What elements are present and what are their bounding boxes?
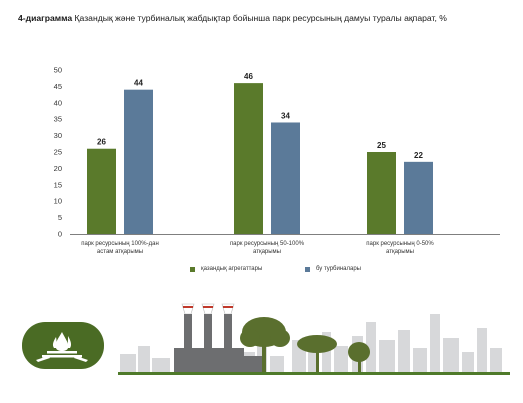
y-tick-label: 15 (54, 180, 62, 189)
chart-title-text: Қазандық және турбиналық жабдықтар бойын… (74, 13, 447, 23)
bar-chart: 0 5 10 15 20 25 30 35 40 45 50 26 44 парк ресурсының … (54, 66, 500, 255)
x-category-label: парк ресурсының 100%-дан (81, 241, 159, 247)
bar (404, 161, 433, 234)
y-tick-label: 45 (54, 82, 62, 91)
legend-item-turbines: бу турбиналары (305, 266, 361, 272)
footer-illustration (22, 303, 510, 375)
y-tick-label: 30 (54, 131, 62, 140)
legend-swatch-turbines (305, 266, 310, 272)
x-category-label: атқарымы (386, 249, 414, 255)
ground-strip (118, 372, 510, 375)
fire-badge-icon (22, 322, 104, 369)
x-category-label: атқарымы (253, 249, 281, 255)
y-tick-label: 0 (58, 230, 62, 239)
y-tick-label: 20 (54, 164, 62, 173)
factory-icon (174, 303, 262, 374)
y-tick-label: 5 (58, 213, 62, 222)
bar (87, 148, 116, 234)
bar-data-label: 22 (414, 151, 423, 160)
bar-data-label: 44 (134, 79, 143, 88)
y-tick-label: 25 (54, 148, 62, 157)
x-category-label: парк ресурсының 0-50% (366, 241, 434, 247)
y-tick-label: 35 (54, 115, 62, 124)
bar-data-label: 46 (244, 72, 253, 81)
bar (367, 152, 396, 234)
bar-data-label: 25 (377, 141, 386, 150)
chart-title: 4-диаграмма Қазандық және турбиналық жаб… (18, 13, 447, 23)
x-category-label: парк ресурсының 50-100% (230, 241, 305, 247)
tree-icon (240, 317, 370, 374)
bar (234, 83, 263, 235)
legend-swatch-boilers (190, 266, 195, 272)
bar-data-label: 34 (281, 111, 290, 120)
bar-data-label: 26 (97, 138, 106, 147)
x-category-label: астам атқарымы (97, 249, 143, 255)
legend-label-boilers: қазандық агрегаттары (201, 266, 263, 272)
legend-item-boilers: қазандық агрегаттары (190, 266, 262, 272)
y-tick-label: 40 (54, 98, 62, 107)
y-tick-label: 50 (54, 66, 62, 75)
bar (271, 122, 300, 234)
y-tick-label: 10 (54, 197, 62, 206)
legend-label-turbines: бу турбиналары (316, 266, 361, 272)
chart-title-prefix: 4-диаграмма (18, 13, 73, 23)
bar (124, 89, 153, 235)
